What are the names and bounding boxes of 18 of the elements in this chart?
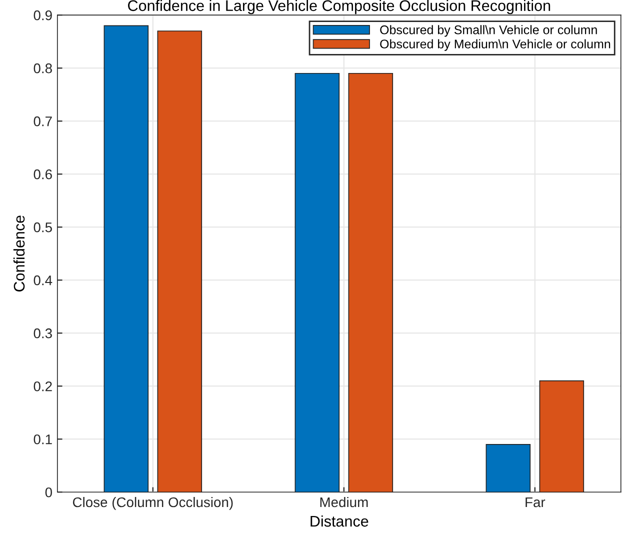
y-tick-label: 0.5 [34,222,52,232]
x-tick-label: Far [526,497,546,508]
y-tick-label: 0.4 [34,275,52,286]
y-tick-label: 0 [45,487,52,498]
y-tick-label: 0.1 [34,434,52,444]
chart-title: Confidence in Large Vehicle Composite Occlusion Recognition [128,0,550,14]
legend-label: Obscured by Small\n Vehicle or column [380,25,597,37]
x-tick-label: Medium [320,496,368,508]
x-axis-title: Distance [310,515,368,527]
y-tick-label: 0.6 [34,169,52,180]
y-axis-title: Confidence [13,216,25,292]
legend-label: Obscured by Medium\n Vehicle or column [380,39,610,51]
y-tick-label: 0.9 [34,10,52,20]
y-tick-label: 0.7 [34,116,52,126]
y-tick-label: 0.2 [34,381,52,392]
y-tick-label: 0.3 [34,328,52,338]
y-tick-label: 0.8 [34,63,52,74]
x-tick-label: Close (Column Occlusion) [72,496,233,510]
